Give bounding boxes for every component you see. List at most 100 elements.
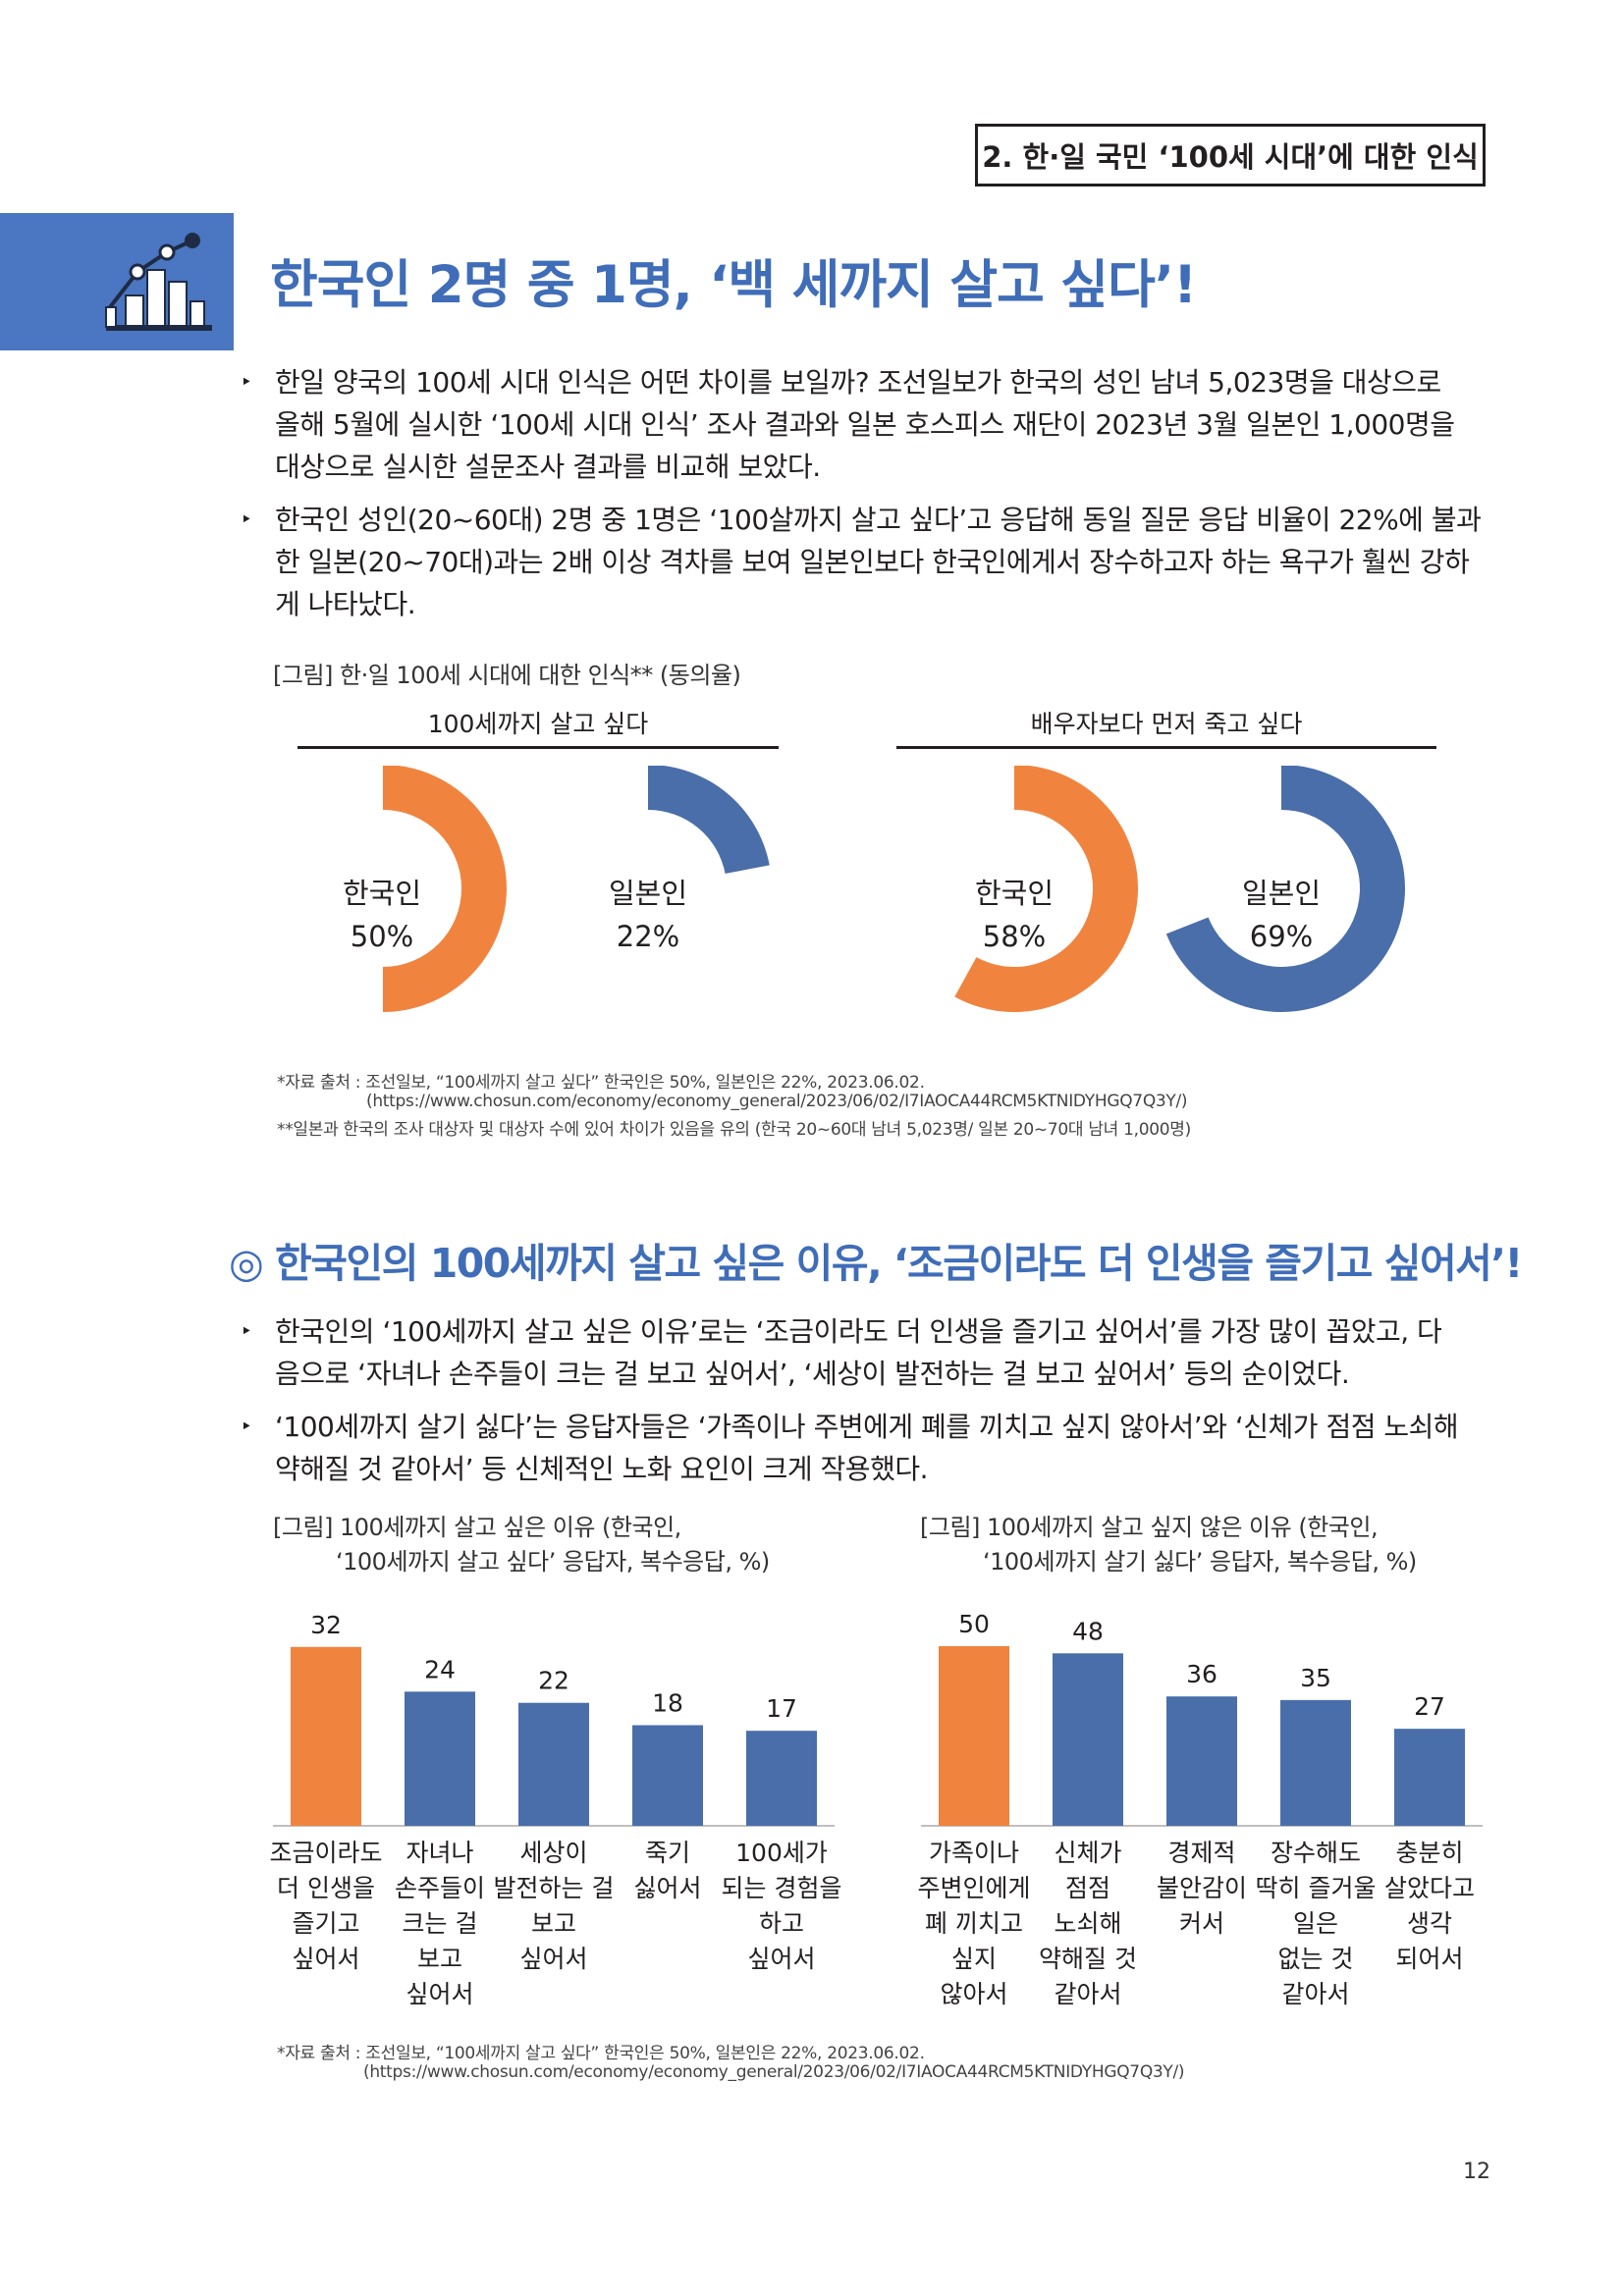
bullet-line: 음으로 ‘자녀나 손주들이 크는 걸 보고 싶어서’, ‘세상이 발전하는 걸 … bbox=[275, 1358, 1350, 1390]
bullet-line: 한일 양국의 100세 시대 인식은 어떤 차이를 보일까? 조선일보가 한국의… bbox=[275, 366, 1441, 399]
category-label-line: 조금이라도 bbox=[269, 1839, 382, 1867]
category-label: 자녀나 손주들이 크는 걸 보고 싶어서 bbox=[395, 1839, 485, 2008]
category-label-line: 딱히 즐거울 bbox=[1256, 1874, 1377, 1902]
category-label-line: 가족이나 bbox=[929, 1839, 1019, 1867]
category-label: 가족이나 주변인에게 폐 끼치고 싶지 않아서 bbox=[917, 1839, 1030, 2008]
bar-value-label: 18 bbox=[652, 1689, 683, 1718]
bullet-line: 게 나타났다. bbox=[275, 588, 416, 620]
bullet-paragraph: ‣ 한국인의 ‘100세까지 살고 싶은 이유’로는 ‘조금이라도 더 인생을 … bbox=[241, 1310, 1488, 1395]
category-label-line: 않아서 bbox=[940, 1980, 1007, 2008]
chart-caption-left: [그림] 100세까지 살고 싶은 이유 (한국인, ‘100세까지 살고 싶다… bbox=[273, 1508, 770, 1576]
bullet-line: 약해질 것 같아서’ 등 신체적인 노화 요인이 크게 작용했다. bbox=[275, 1453, 929, 1485]
category-label-line: 손주들이 bbox=[395, 1874, 485, 1902]
bullet-marker: ‣ bbox=[241, 1319, 252, 1343]
donut-value: 69% bbox=[1249, 920, 1314, 953]
caption-line: ‘100세까지 살고 싶다’ 응답자, 복수응답, %) bbox=[336, 1548, 770, 1575]
survey-note: **일본과 한국의 조사 대상자 및 대상자 수에 있어 차이가 있음을 유의 … bbox=[277, 1120, 1191, 1140]
bullet-line: 한국인의 ‘100세까지 살고 싶은 이유’로는 ‘조금이라도 더 인생을 즐기… bbox=[275, 1315, 1442, 1348]
category-label-line: 크는 걸 bbox=[403, 1909, 478, 1938]
category-label-line: 싶어서 bbox=[519, 1945, 587, 1973]
category-label-line: 싶어서 bbox=[406, 1980, 473, 2008]
category-label: 죽기 싫어서 bbox=[633, 1839, 701, 1902]
category-label-line: 되는 경험을 bbox=[722, 1874, 842, 1902]
category-label-line: 약해질 것 bbox=[1039, 1945, 1137, 1973]
source-url: (https://www.chosun.com/economy/economy_… bbox=[363, 2062, 1185, 2082]
bullet-line: 한국인 성인(20~60대) 2명 중 1명은 ‘100살까지 살고 싶다’고 … bbox=[275, 504, 1482, 536]
category-label-line: 폐 끼치고 bbox=[925, 1909, 1023, 1938]
donut-arc-korea-2 bbox=[954, 766, 1138, 1012]
bar-live-3 bbox=[518, 1702, 589, 1826]
bar-chart-reasons-not-to-live: 50 가족이나 주변인에게 폐 끼치고 싶지 않아서 48 신체가 점점 노쇠해 약해질 것 같아서 3… bbox=[917, 1610, 1483, 2008]
category-label-line: 같아서 bbox=[1281, 1980, 1349, 2008]
bar-value-label: 24 bbox=[424, 1655, 456, 1683]
category-label-line: 살았다고 bbox=[1384, 1874, 1475, 1902]
category-label-line: 하고 bbox=[759, 1909, 804, 1938]
category-label-line: 더 인생을 bbox=[277, 1874, 375, 1902]
group-underline bbox=[896, 746, 1436, 749]
donut-value: 58% bbox=[982, 920, 1047, 953]
donut-charts bbox=[383, 766, 1405, 1012]
category-label-line: 일은 bbox=[1293, 1909, 1338, 1938]
bar-value-label: 22 bbox=[538, 1667, 569, 1695]
caption-line: [그림] 100세까지 살고 싶은 이유 (한국인, bbox=[273, 1514, 681, 1541]
bar-live-1 bbox=[291, 1646, 361, 1826]
bar-notlive-3 bbox=[1166, 1696, 1237, 1826]
donut-country: 일본인 bbox=[1241, 877, 1322, 910]
donut-label: 한국인 58% bbox=[936, 872, 1093, 958]
bullet-line: 올해 5월에 실시한 ‘100세 시대 인식’ 조사 결과와 일본 호스피스 재… bbox=[275, 408, 1455, 441]
source-note: *자료 출처 : 조선일보, “100세까지 살고 싶다” 한국인은 50%, … bbox=[277, 1073, 925, 1093]
bar-value-label: 27 bbox=[1414, 1692, 1445, 1721]
donut-value: 50% bbox=[350, 920, 414, 953]
category-label-line: 되어서 bbox=[1395, 1945, 1463, 1973]
bar-live-4 bbox=[632, 1725, 703, 1826]
page-number: 12 bbox=[1463, 2160, 1490, 2184]
donut-label: 일본인 69% bbox=[1203, 872, 1360, 958]
category-label-line: 보고 bbox=[531, 1909, 576, 1938]
category-label-line: 노쇠해 bbox=[1054, 1909, 1121, 1938]
bar-value-label: 48 bbox=[1072, 1617, 1104, 1645]
group-title-left: 100세까지 살고 싶다 bbox=[427, 710, 649, 738]
donut-country: 일본인 bbox=[608, 877, 688, 910]
category-label-line: 없는 것 bbox=[1278, 1945, 1354, 1973]
category-label-line: 같아서 bbox=[1054, 1980, 1121, 2008]
bar-notlive-4 bbox=[1280, 1699, 1351, 1826]
bar-notlive-5 bbox=[1394, 1729, 1465, 1826]
category-label-line: 보고 bbox=[417, 1945, 462, 1973]
bar-live-2 bbox=[405, 1691, 475, 1826]
donut-label: 한국인 50% bbox=[303, 872, 460, 958]
category-label: 경제적 불안감이 커서 bbox=[1157, 1839, 1247, 1938]
caption-line: [그림] 100세까지 살고 싶지 않은 이유 (한국인, bbox=[920, 1514, 1379, 1541]
bar-notlive-1 bbox=[939, 1645, 1009, 1826]
sub-title: ◎ 한국인의 100세까지 살고 싶은 이유, ‘조금이라도 더 인생을 즐기고… bbox=[229, 1240, 1523, 1287]
donut-arc-japan-2 bbox=[1165, 766, 1405, 1012]
category-label: 충분히 살았다고 생각 되어서 bbox=[1384, 1839, 1475, 1973]
bullet-marker: ‣ bbox=[241, 507, 252, 531]
category-label-line: 생각 bbox=[1407, 1909, 1452, 1938]
section-tag: 2. 한·일 국민 ‘100세 시대’에 대한 인식 bbox=[975, 124, 1486, 187]
category-label-line: 100세가 bbox=[735, 1839, 828, 1867]
bar-value-label: 32 bbox=[310, 1611, 342, 1639]
main-title: 한국인 2명 중 1명, ‘백 세까지 살고 싶다’! bbox=[270, 255, 1197, 315]
donut-country: 한국인 bbox=[974, 877, 1055, 910]
chart-icon bbox=[105, 233, 212, 331]
bar-value-label: 17 bbox=[766, 1694, 797, 1723]
bullet-line: ‘100세까지 살기 싫다’는 응답자들은 ‘가족이나 주변에게 폐를 끼치고 … bbox=[275, 1411, 1459, 1443]
donut-arc-korea-1 bbox=[383, 766, 507, 1012]
bullet-paragraph: ‣ 한일 양국의 100세 시대 인식은 어떤 차이를 보일까? 조선일보가 한… bbox=[241, 361, 1488, 488]
category-label-line: 커서 bbox=[1179, 1909, 1224, 1938]
donut-label: 일본인 22% bbox=[569, 872, 727, 958]
bar-value-label: 35 bbox=[1300, 1664, 1331, 1692]
bar-value-label: 36 bbox=[1186, 1660, 1217, 1688]
donut-value: 22% bbox=[616, 920, 680, 953]
category-label: 세상이 발전하는 걸 보고 싶어서 bbox=[494, 1839, 615, 1973]
group-title-right: 배우자보다 먼저 죽고 싶다 bbox=[1030, 710, 1303, 738]
category-label-line: 싶어서 bbox=[747, 1945, 815, 1973]
category-label-line: 싶어서 bbox=[292, 1945, 359, 1973]
bullet-marker: ‣ bbox=[241, 370, 252, 394]
category-label-line: 싫어서 bbox=[633, 1874, 701, 1902]
chart-caption-right: [그림] 100세까지 살고 싶지 않은 이유 (한국인, ‘100세까지 살기… bbox=[920, 1508, 1417, 1576]
title-icon-block bbox=[0, 213, 234, 350]
category-label-line: 장수해도 bbox=[1271, 1839, 1361, 1867]
